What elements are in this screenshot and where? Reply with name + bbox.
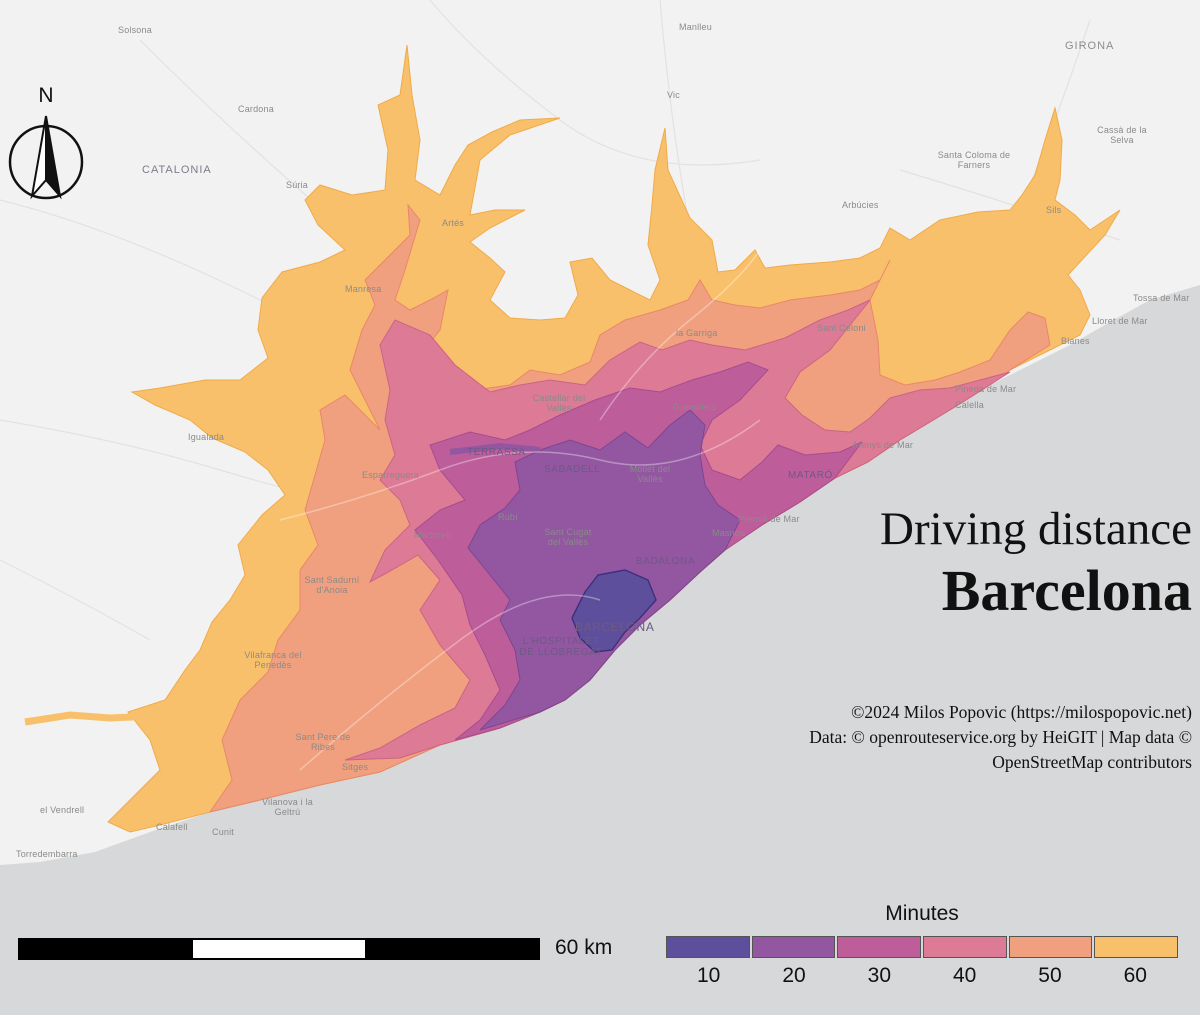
- sea: [0, 285, 1200, 1015]
- place-label: BADALONA: [636, 556, 696, 567]
- place-label: Sant Pere de Ribes: [295, 732, 351, 752]
- place-label: SABADELL: [544, 464, 601, 475]
- place-label: Masnou: [712, 528, 746, 538]
- place-label: Arbúcies: [842, 200, 879, 210]
- legend-swatch: [837, 936, 922, 958]
- highways: [279, 249, 761, 771]
- place-label: MATARÓ: [788, 470, 833, 481]
- place-label: Cardona: [238, 104, 274, 114]
- legend-label: 50: [1038, 964, 1062, 987]
- scale-label: 60 km: [555, 936, 613, 959]
- place-label: Premià de Mar: [738, 514, 800, 524]
- legend-labels: 10 20 30 40 50 60: [666, 964, 1178, 988]
- place-label: Cunit: [212, 827, 235, 837]
- legend-label: 10: [696, 964, 721, 987]
- place-label: Martorell: [414, 530, 451, 540]
- place-label: Sant Celoni: [817, 323, 866, 333]
- title-block: Driving distance Barcelona: [880, 500, 1192, 624]
- credit-data: Data: © openrouteservice.org by HeiGIT |…: [809, 727, 1192, 747]
- place-label: Pineda de Mar: [955, 384, 1017, 394]
- place-label: GIRONA: [1065, 40, 1115, 52]
- scale-bar: 60 km: [18, 936, 618, 968]
- place-label: Tossa de Mar: [1133, 293, 1190, 303]
- place-label: la Garriga: [676, 328, 718, 338]
- legend-label: 40: [952, 964, 977, 987]
- place-label: Santa Coloma de Farners: [937, 150, 1011, 170]
- place-label: CATALONIA: [142, 164, 212, 176]
- scale-segment: [192, 940, 366, 958]
- place-label: L'HOSPITALET DE LLOBREGAT: [519, 636, 603, 658]
- place-label: el Vendrell: [40, 805, 85, 815]
- place-label: Sitges: [342, 762, 369, 772]
- place-label: Manlleu: [679, 22, 712, 32]
- place-label: Calafell: [156, 822, 188, 832]
- legend-label: 30: [867, 964, 891, 987]
- place-label: Sant Sadurní d'Anoia: [304, 575, 360, 595]
- place-label: Manresa: [345, 284, 382, 294]
- place-label: Artés: [442, 218, 465, 228]
- place-label: Cassà de la Selva: [1097, 125, 1147, 145]
- legend-swatch: [666, 936, 750, 958]
- credit-osm: OpenStreetMap contributors: [992, 752, 1192, 772]
- isochrone-60-spur-west: [24, 711, 153, 726]
- legend: Minutes 10 20 30 40 50 60: [666, 900, 1179, 995]
- legend-swatch: [1008, 936, 1093, 958]
- place-label: Blanes: [1061, 336, 1090, 346]
- place-label: Calella: [955, 400, 984, 410]
- scale-bar-graphic: [18, 938, 540, 960]
- place-label: Solsona: [118, 25, 152, 35]
- place-label: Igualada: [188, 432, 225, 442]
- north-arrow-icon: [8, 115, 84, 200]
- place-label: Lloret de Mar: [1092, 316, 1148, 326]
- place-label: Granollers: [673, 402, 717, 412]
- place-label: Vic: [667, 90, 680, 100]
- place-label: Súria: [286, 180, 309, 190]
- place-label: Sant Cugat del Vallès: [544, 527, 592, 547]
- legend-label: 60: [1123, 964, 1147, 987]
- place-label: Vilafranca del Penedès: [244, 650, 302, 670]
- isochrone-20-min: [467, 409, 741, 731]
- place-label: Rubí: [498, 512, 518, 522]
- place-label: TERRASSA: [467, 447, 526, 458]
- place-label: Torredembarra: [16, 849, 78, 859]
- place-label: Sils: [1046, 205, 1062, 215]
- legend-label: 20: [782, 964, 806, 987]
- legend-swatch: [923, 936, 1007, 958]
- scale-segment: [365, 940, 539, 958]
- map-title: Barcelona: [941, 558, 1192, 623]
- place-label: Vilanova i la Geltrú: [262, 797, 313, 817]
- place-label: Arenys de Mar: [852, 440, 914, 450]
- place-label: Castellar del Vallès: [532, 393, 586, 413]
- north-label: N: [38, 84, 54, 107]
- place-label: Mollet del Vallès: [629, 464, 671, 484]
- credits: ©2024 Milos Popovic (https://milospopovi…: [809, 700, 1192, 775]
- legend-swatch: [1094, 936, 1179, 958]
- legend-title: Minutes: [885, 902, 959, 925]
- map-subtitle: Driving distance: [880, 503, 1192, 555]
- isochrone-20-spur-north: [449, 442, 541, 455]
- scale-segment: [20, 940, 193, 958]
- north-arrow: N: [6, 84, 86, 209]
- legend-swatches: [666, 936, 1179, 958]
- credit-author: ©2024 Milos Popovic (https://milospopovi…: [851, 702, 1192, 722]
- place-label: BARCELONA: [575, 620, 655, 634]
- legend-swatch: [751, 936, 836, 958]
- place-label: Esparreguera: [362, 470, 419, 480]
- isochrone-10-min: [571, 569, 657, 653]
